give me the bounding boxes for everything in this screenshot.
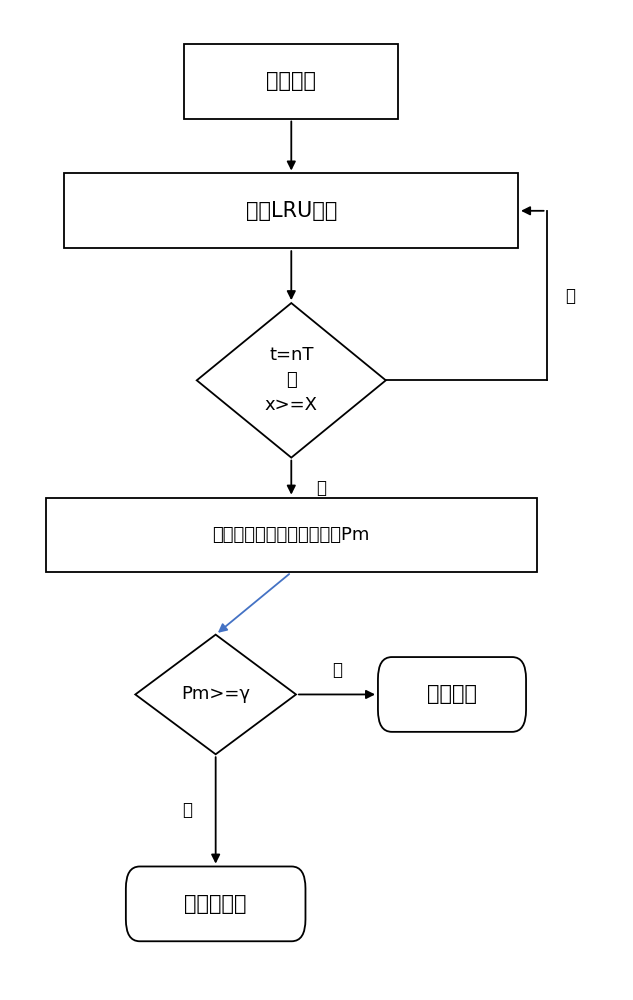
FancyBboxPatch shape [378,657,526,732]
Text: 不更新内容: 不更新内容 [184,894,247,914]
Text: 否: 否 [182,801,192,819]
Text: Pm>=γ: Pm>=γ [181,685,250,703]
FancyBboxPatch shape [126,866,306,941]
Polygon shape [197,303,386,458]
Text: 是: 是 [316,479,327,497]
Text: t=nT
或
x>=X: t=nT 或 x>=X [265,346,318,414]
FancyBboxPatch shape [184,44,398,119]
Text: 否: 否 [565,287,575,305]
Text: 是: 是 [332,661,342,679]
FancyBboxPatch shape [46,498,537,572]
Text: 更新内容: 更新内容 [427,684,477,704]
Text: 用户请求: 用户请求 [266,71,316,91]
Polygon shape [135,635,296,754]
Text: 计算每个被记录内容的价值Pm: 计算每个被记录内容的价值Pm [213,526,370,544]
FancyBboxPatch shape [65,173,518,248]
Text: 修改LRU记录: 修改LRU记录 [246,201,337,221]
